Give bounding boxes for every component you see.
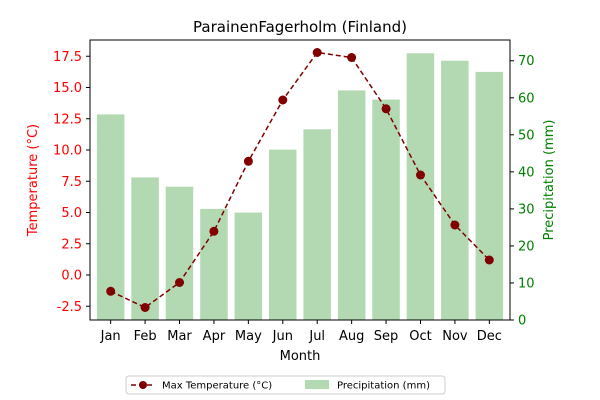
precipitation-bar [234, 212, 263, 320]
x-tick-label: Oct [409, 329, 431, 344]
left-tick-label: 5.0 [61, 206, 82, 221]
x-tick-label: Aug [339, 329, 364, 344]
precipitation-bars [96, 53, 504, 321]
left-tick-label: 15.0 [53, 81, 82, 96]
left-tick-label: -2.5 [57, 300, 82, 315]
x-tick-label: Jul [308, 329, 325, 344]
precipitation-bar [96, 114, 125, 321]
temperature-point [450, 220, 460, 230]
x-tick-label: Feb [134, 329, 157, 344]
x-tick-label: Jun [272, 329, 293, 344]
temperature-point [140, 303, 150, 312]
temperature-point [312, 48, 322, 57]
legend: Max Temperature (°C) Precipitation (mm) [125, 375, 446, 395]
temperature-series-line [110, 51, 490, 309]
temperature-point [175, 278, 184, 287]
precipitation-bar [441, 60, 469, 320]
x-tick-label: Apr [203, 329, 226, 344]
right-tick-label: 50 [518, 128, 535, 143]
left-tick-label: 17.5 [53, 50, 82, 65]
precipitation-bar [372, 99, 400, 320]
right-tick-label: 70 [518, 54, 535, 69]
right-tick-label: 20 [518, 239, 535, 254]
legend-bar-swatch [305, 380, 329, 389]
temperature-point [347, 53, 357, 62]
right-tick-label: 10 [518, 276, 535, 291]
legend-line-marker [139, 381, 147, 389]
left-tick-label: 10.0 [53, 144, 82, 159]
precipitation-bar [475, 71, 504, 321]
x-axis-ticks: Jan Feb Mar Apr May Jun Jul Aug Sep Oct Nov Dec [100, 320, 502, 344]
legend-entry-precipitation: Precipitation (mm) [337, 381, 430, 392]
temperature-point [106, 286, 116, 296]
x-axis-label: Month [280, 349, 321, 364]
x-tick-label: Jan [100, 329, 121, 344]
temperature-line [106, 48, 494, 312]
left-tick-label: 7.5 [61, 175, 82, 190]
precipitation-bar [269, 149, 297, 320]
left-tick-label: 12.5 [53, 112, 82, 127]
temperature-point [416, 170, 425, 180]
x-tick-label: Sep [374, 329, 399, 344]
precipitation-bar [200, 208, 228, 320]
right-tick-label: 40 [518, 165, 535, 180]
temperature-point [381, 104, 391, 114]
legend-entry-temperature: Max Temperature (°C) [162, 381, 272, 392]
x-tick-label: Dec [477, 329, 502, 344]
temperature-point [278, 95, 288, 105]
x-tick-label: Mar [167, 329, 192, 344]
precipitation-bar [337, 90, 366, 321]
temperature-point [243, 156, 253, 166]
right-axis-label: Precipitation (mm) [542, 120, 557, 241]
right-axis-ticks: 0 10 20 30 40 50 60 70 [510, 54, 535, 329]
temperature-point [209, 226, 219, 236]
left-tick-label: 2.5 [61, 237, 82, 252]
precipitation-bar [165, 186, 194, 320]
x-tick-label: May [235, 329, 262, 344]
precipitation-bar [406, 53, 435, 321]
legend-frame [125, 375, 446, 395]
right-tick-label: 60 [518, 91, 535, 106]
x-tick-label: Nov [442, 329, 468, 344]
left-axis-ticks: -2.5 0.0 2.5 5.0 7.5 10.0 12.5 15.0 17.5 [53, 50, 90, 315]
precipitation-bar [131, 177, 159, 320]
precipitation-bar [303, 129, 331, 320]
right-tick-label: 0 [518, 314, 526, 329]
right-tick-label: 30 [518, 202, 535, 217]
left-axis-label: Temperature (°C) [26, 124, 41, 237]
temperature-point [484, 255, 494, 265]
chart-title: ParainenFagerholm (Finland) [193, 18, 407, 36]
plot-frame [89, 39, 511, 321]
left-tick-label: 0.0 [61, 269, 82, 284]
